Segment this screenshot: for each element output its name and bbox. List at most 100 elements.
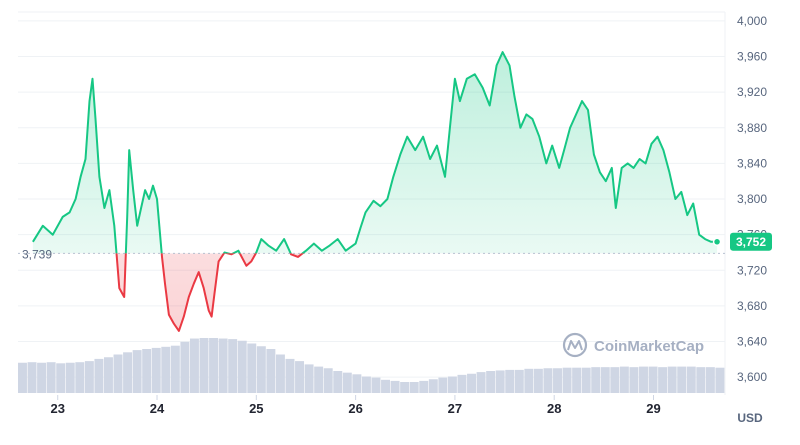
- volume-bar: [505, 369, 515, 393]
- x-tick-label: 24: [150, 401, 165, 416]
- volume-bar: [247, 343, 257, 393]
- volume-bar: [572, 367, 582, 393]
- volume-bar: [381, 379, 391, 393]
- volume-bar: [209, 338, 219, 393]
- volume-bar: [562, 367, 572, 393]
- volume-bar: [314, 366, 324, 393]
- volume-bar: [696, 367, 706, 393]
- currency-unit-label: USD: [737, 411, 763, 425]
- volume-bar: [123, 352, 133, 393]
- x-axis: 23 24 25 26 27 28 29: [50, 395, 661, 416]
- volume-bar: [237, 340, 247, 393]
- volume-bar: [295, 361, 305, 393]
- y-tick-label: 3,600: [737, 370, 767, 384]
- volume-bar: [189, 338, 199, 393]
- volume-bar: [113, 354, 123, 393]
- volume-bar: [686, 366, 696, 393]
- y-tick-label: 3,840: [737, 156, 767, 170]
- volume-bar: [342, 372, 352, 393]
- volume-bar: [581, 367, 591, 393]
- price-area-up: [32, 52, 718, 254]
- price-area-down: [32, 253, 718, 331]
- current-price-text: 3,752: [736, 235, 766, 249]
- volume-bar: [457, 374, 467, 393]
- volume-bar: [419, 380, 429, 393]
- volume-bar: [275, 354, 285, 393]
- volume-bar: [94, 358, 104, 393]
- volume-bar: [639, 366, 648, 393]
- volume-bar: [304, 364, 314, 393]
- volume-bar: [428, 379, 438, 393]
- y-tick-label: 3,640: [737, 335, 767, 349]
- coinmarketcap-watermark: CoinMarketCap: [562, 332, 704, 358]
- volume-bar: [18, 362, 27, 393]
- volume-bar: [37, 362, 47, 393]
- volume-bar: [75, 362, 85, 393]
- volume-bar: [486, 371, 496, 393]
- x-tick-label: 26: [348, 401, 362, 416]
- volume-bar: [409, 382, 419, 393]
- volume-bar: [199, 338, 209, 393]
- volume-bar: [323, 368, 333, 393]
- volume-bar: [371, 377, 381, 393]
- volume-bar: [65, 362, 75, 393]
- volume-bar: [352, 374, 362, 393]
- y-tick-label: 3,680: [737, 299, 767, 313]
- y-tick-label: 3,720: [737, 263, 767, 277]
- volume-bar: [285, 358, 295, 393]
- volume-bar: [333, 371, 343, 393]
- volume-bar: [103, 357, 113, 393]
- volume-bar: [438, 377, 448, 393]
- volume-bar: [132, 350, 142, 393]
- volume-bars: [18, 338, 725, 393]
- volume-bar: [667, 366, 677, 393]
- volume-bar: [180, 341, 190, 393]
- volume-bar: [467, 373, 476, 393]
- volume-bar: [142, 349, 152, 393]
- y-tick-label: 3,960: [737, 50, 767, 64]
- volume-bar: [161, 346, 171, 393]
- watermark-text: CoinMarketCap: [594, 338, 704, 355]
- baseline-label: 3,739: [22, 247, 52, 261]
- volume-bar: [170, 345, 180, 393]
- volume-bar: [610, 367, 620, 393]
- volume-bar: [619, 366, 629, 393]
- volume-bar: [84, 361, 94, 393]
- volume-bar: [658, 367, 668, 393]
- price-line-up: [32, 51, 718, 254]
- y-tick-label: 4,000: [737, 14, 767, 28]
- volume-bar: [228, 339, 238, 393]
- volume-bar: [514, 369, 524, 393]
- x-tick-label: 23: [50, 401, 64, 416]
- volume-bar: [447, 376, 457, 393]
- y-tick-label: 3,880: [737, 121, 767, 135]
- volume-bar: [543, 368, 553, 393]
- volume-bar: [591, 367, 601, 393]
- volume-bar: [27, 362, 37, 393]
- y-tick-label: 3,800: [737, 192, 767, 206]
- y-axis: 3,6003,6403,6803,7203,7603,8003,8403,880…: [737, 14, 767, 384]
- x-tick-label: 28: [547, 401, 561, 416]
- current-price-badge: 3,752: [730, 232, 772, 251]
- volume-bar: [256, 346, 266, 393]
- volume-bar: [476, 372, 486, 393]
- volume-bar: [715, 367, 725, 393]
- volume-bar: [600, 367, 610, 393]
- volume-bar: [151, 347, 161, 393]
- volume-bar: [495, 370, 505, 393]
- y-tick-label: 3,920: [737, 85, 767, 99]
- volume-bar: [677, 366, 687, 393]
- x-tick-label: 27: [448, 401, 462, 416]
- x-tick-label: 25: [249, 401, 263, 416]
- volume-bar: [648, 366, 658, 393]
- volume-bar: [56, 363, 66, 393]
- x-tick-label: 29: [646, 401, 660, 416]
- volume-bar: [361, 376, 371, 393]
- volume-bar: [46, 362, 56, 393]
- volume-bar: [400, 382, 410, 393]
- volume-bar: [524, 368, 534, 393]
- coinmarketcap-logo-icon: [562, 332, 588, 358]
- volume-bar: [266, 349, 276, 393]
- volume-bar: [390, 380, 400, 393]
